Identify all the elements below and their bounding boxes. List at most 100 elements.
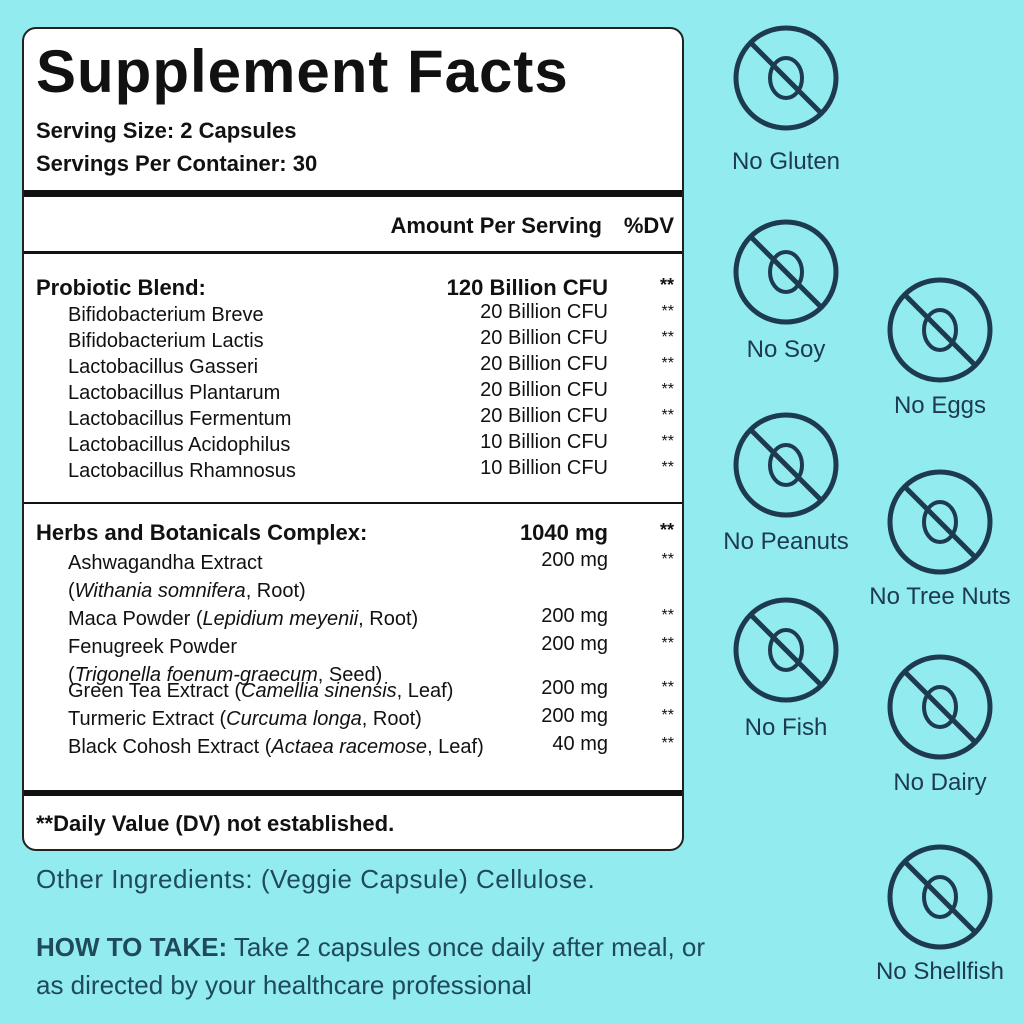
ingredient-text: Green Tea Extract ( [68, 680, 242, 702]
ingredient-name: Fenugreek Powder (Trigonella foenum-grae… [68, 633, 382, 689]
ingredient-text: Lactobacillus Rhamnosus [68, 460, 296, 482]
ingredient-amount: 10 Billion CFU [480, 457, 608, 479]
ingredient-text: Withania somnifera [74, 580, 246, 602]
ingredient-text: , Leaf) [427, 736, 484, 758]
ingredient-amount: 200 mg [541, 677, 608, 699]
badge-glyph [768, 443, 804, 487]
badge-glyph [922, 500, 958, 544]
badge-ring [733, 597, 839, 703]
ingredient-text: Lactobacillus Acidophilus [68, 434, 291, 456]
ingredient-amount: 200 mg [541, 705, 608, 727]
ingredient-amount: 200 mg [541, 549, 608, 571]
ingredient-text: , Root) [361, 708, 422, 730]
ingredient-dv: ** [661, 433, 674, 450]
ingredient-text: , Seed) [317, 664, 383, 686]
ingredient-dv: ** [661, 607, 674, 624]
badge-ring [887, 844, 993, 950]
ingredient-text: Actaea racemose [271, 736, 428, 758]
badge-slash [749, 235, 823, 309]
ingredient-text: Maca Powder ( [68, 608, 203, 630]
badge-slash [749, 428, 823, 502]
ingredient-text: Turmeric Extract ( [68, 708, 227, 730]
ingredient-text: , Leaf) [396, 680, 454, 702]
badge-label: No Fish [744, 714, 828, 741]
badge-slash [903, 485, 977, 559]
badge-ring [733, 25, 839, 131]
ingredient-amount: 40 mg [552, 733, 608, 755]
ingredient-text: Lactobacillus Fermentum [68, 408, 292, 430]
badge-label: No Dairy [893, 769, 987, 796]
ingredient-text: Black Cohosh Extract ( [68, 736, 272, 758]
servings-per-container: Servings Per Container: 30 [36, 151, 318, 176]
how-to-take: HOW TO TAKE: Take 2 capsules once daily … [36, 928, 706, 1004]
section-name: Probiotic Blend: [36, 275, 206, 300]
serving-size: Serving Size: 2 Capsules [36, 118, 297, 143]
ingredient-dv: ** [661, 735, 674, 752]
ingredient-amount: 10 Billion CFU [480, 431, 608, 453]
badge-glyph [922, 685, 958, 729]
badge-glyph [768, 56, 804, 100]
badge-glyph [922, 308, 958, 352]
badge-glyph [922, 875, 958, 919]
footnote: **Daily Value (DV) not established. [36, 811, 395, 836]
ingredient-amount: 20 Billion CFU [480, 405, 608, 427]
ingredient-name: Green Tea Extract (Camellia sinensis, Le… [68, 677, 453, 705]
other-ingredients: Other Ingredients: (Veggie Capsule) Cell… [36, 864, 596, 894]
amount-header: Amount Per Serving [390, 213, 602, 238]
section-dv: ** [659, 275, 674, 295]
badge-slash [749, 41, 823, 115]
ingredient-text: Lepidium meyenii [202, 608, 359, 630]
dv-header: %DV [623, 213, 674, 238]
title: Supplement Facts [36, 38, 569, 105]
ingredient-name: Lactobacillus Acidophilus [68, 431, 290, 459]
ingredient-dv: ** [661, 303, 674, 320]
badge-ring [887, 654, 993, 760]
badge-slash [903, 860, 977, 934]
ingredient-name: Black Cohosh Extract (Actaea racemose, L… [68, 733, 484, 761]
ingredient-name: Lactobacillus Plantarum [68, 379, 280, 407]
section-dv: ** [659, 520, 674, 540]
section-amount: 120 Billion CFU [446, 275, 608, 300]
badge-ring [887, 469, 993, 575]
badge-label: No Tree Nuts [869, 583, 1011, 610]
ingredient-text: Bifidobacterium Lactis [68, 330, 264, 352]
ingredient-dv: ** [661, 381, 674, 398]
badge-ring [733, 219, 839, 325]
badge-glyph [768, 628, 804, 672]
ingredient-name: Lactobacillus Rhamnosus [68, 457, 296, 485]
ingredient-text: Lactobacillus Gasseri [68, 356, 259, 378]
badge-label: No Eggs [893, 392, 987, 419]
ingredient-dv: ** [661, 635, 674, 652]
ingredient-text: , Root) [245, 580, 306, 602]
ingredient-amount: 20 Billion CFU [480, 379, 608, 401]
rule [24, 190, 682, 197]
ingredient-name: Bifidobacterium Lactis [68, 327, 264, 355]
ingredient-name: Lactobacillus Fermentum [68, 405, 291, 433]
ingredient-name: Bifidobacterium Breve [68, 301, 264, 329]
ingredient-name: Turmeric Extract (Curcuma longa, Root) [68, 705, 422, 733]
badge-slash [749, 613, 823, 687]
ingredient-text: Trigonella foenum-graecum [74, 664, 318, 686]
badge-glyph [768, 250, 804, 294]
rule [24, 502, 682, 504]
ingredient-text: Curcuma longa [226, 708, 362, 730]
ingredient-name: Lactobacillus Gasseri [68, 353, 258, 381]
ingredient-text: , Root) [358, 608, 419, 630]
badge-ring [733, 412, 839, 518]
ingredient-dv: ** [661, 707, 674, 724]
badge-slash [903, 293, 977, 367]
ingredient-text: Fenugreek Powder ( [68, 636, 237, 686]
ingredient-name: Ashwagandha Extract (Withania somnifera,… [68, 549, 306, 605]
badge-label: No Gluten [731, 148, 841, 175]
ingredient-amount: 20 Billion CFU [480, 327, 608, 349]
ingredient-text: Lactobacillus Plantarum [68, 382, 281, 404]
ingredient-name: Maca Powder (Lepidium meyenii, Root) [68, 605, 418, 633]
ingredient-text: Bifidobacterium Breve [68, 304, 264, 326]
badge-label: No Soy [746, 336, 826, 363]
how-to-take-label: HOW TO TAKE: [36, 932, 228, 962]
section-amount: 1040 mg [519, 520, 608, 545]
ingredient-text: Camellia sinensis [241, 680, 397, 702]
ingredient-dv: ** [661, 551, 674, 568]
